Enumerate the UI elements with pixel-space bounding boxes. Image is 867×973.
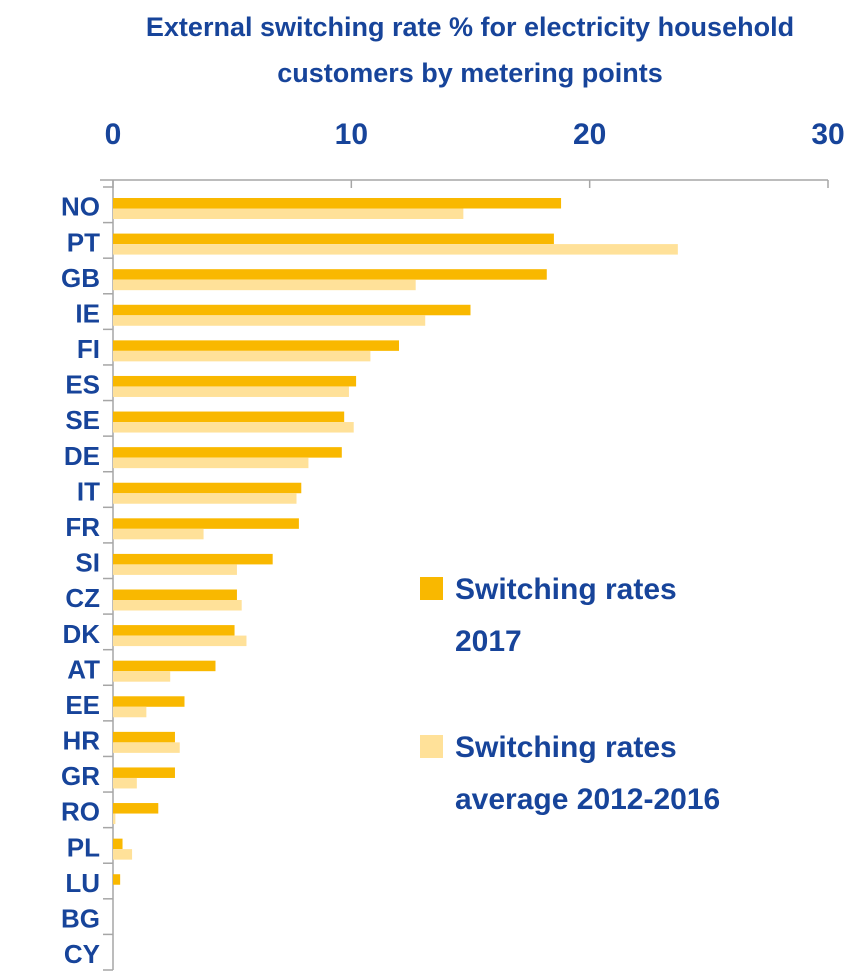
- y-tick-label: DE: [64, 441, 100, 471]
- bar: [113, 849, 133, 860]
- x-tick-label: 20: [573, 118, 606, 151]
- bar: [113, 422, 354, 433]
- bar: [113, 350, 371, 362]
- bar: [113, 777, 137, 789]
- x-tick-label: 30: [811, 118, 844, 151]
- x-tick-label: 0: [105, 118, 122, 151]
- y-tick-label: IT: [77, 476, 100, 506]
- bar: [113, 447, 342, 458]
- bar: [113, 375, 357, 387]
- bar: [113, 600, 242, 611]
- legend-label: Switching rates 2017: [455, 573, 677, 658]
- bar: [113, 233, 554, 245]
- bar: [113, 660, 216, 672]
- bar: [113, 269, 547, 280]
- bar: [113, 803, 159, 814]
- y-tick-label: BG: [61, 903, 100, 933]
- bar: [113, 564, 237, 575]
- bar: [113, 198, 562, 209]
- y-tick-label: SE: [65, 405, 100, 435]
- bar: [113, 244, 678, 255]
- bar: [113, 838, 123, 850]
- y-tick-label: FR: [65, 512, 100, 542]
- bar: [113, 457, 309, 469]
- y-tick-label: PL: [67, 832, 100, 862]
- bar: [113, 742, 180, 753]
- bar: [113, 553, 273, 565]
- bar: [113, 731, 175, 743]
- bar: [113, 625, 235, 636]
- y-tick-label: CZ: [65, 583, 100, 613]
- bar: [113, 671, 171, 682]
- bar: [113, 315, 426, 326]
- bar: [113, 874, 121, 885]
- chart-title: External switching rate % for electricit…: [145, 12, 795, 88]
- y-tick-label: HR: [62, 726, 100, 756]
- y-tick-label: EE: [65, 690, 100, 720]
- legend-label: Switching rates average 2012-2016: [455, 731, 721, 816]
- y-tick-label: GR: [61, 761, 100, 791]
- bar: [113, 411, 345, 423]
- bar: [113, 518, 299, 529]
- legend-swatch: [420, 735, 443, 758]
- y-tick-label: ES: [65, 370, 100, 400]
- bar: [113, 635, 247, 647]
- legend-swatch: [420, 577, 443, 600]
- bar: [113, 279, 416, 291]
- y-tick-label: AT: [67, 654, 100, 684]
- y-tick-label: RO: [61, 797, 100, 827]
- y-tick-label: IE: [75, 298, 100, 328]
- y-tick-label: GB: [61, 263, 100, 293]
- bar: [113, 696, 185, 707]
- y-tick-label: NO: [61, 192, 100, 222]
- bar: [113, 813, 116, 825]
- bar: [113, 386, 349, 397]
- bar: [113, 482, 302, 494]
- bar: [113, 304, 471, 316]
- y-tick-label: PT: [67, 227, 100, 257]
- bar: [113, 589, 237, 600]
- y-tick-label: SI: [75, 548, 100, 578]
- bar: [113, 767, 175, 778]
- bar: [113, 208, 464, 219]
- bar: [113, 528, 204, 540]
- y-tick-label: CY: [64, 939, 100, 969]
- bar: [113, 340, 399, 351]
- x-tick-label: 10: [335, 118, 368, 151]
- y-tick-label: FI: [77, 334, 100, 364]
- y-tick-label: DK: [62, 619, 100, 649]
- y-tick-label: LU: [65, 868, 100, 898]
- bar: [113, 706, 147, 718]
- bar: [113, 493, 297, 504]
